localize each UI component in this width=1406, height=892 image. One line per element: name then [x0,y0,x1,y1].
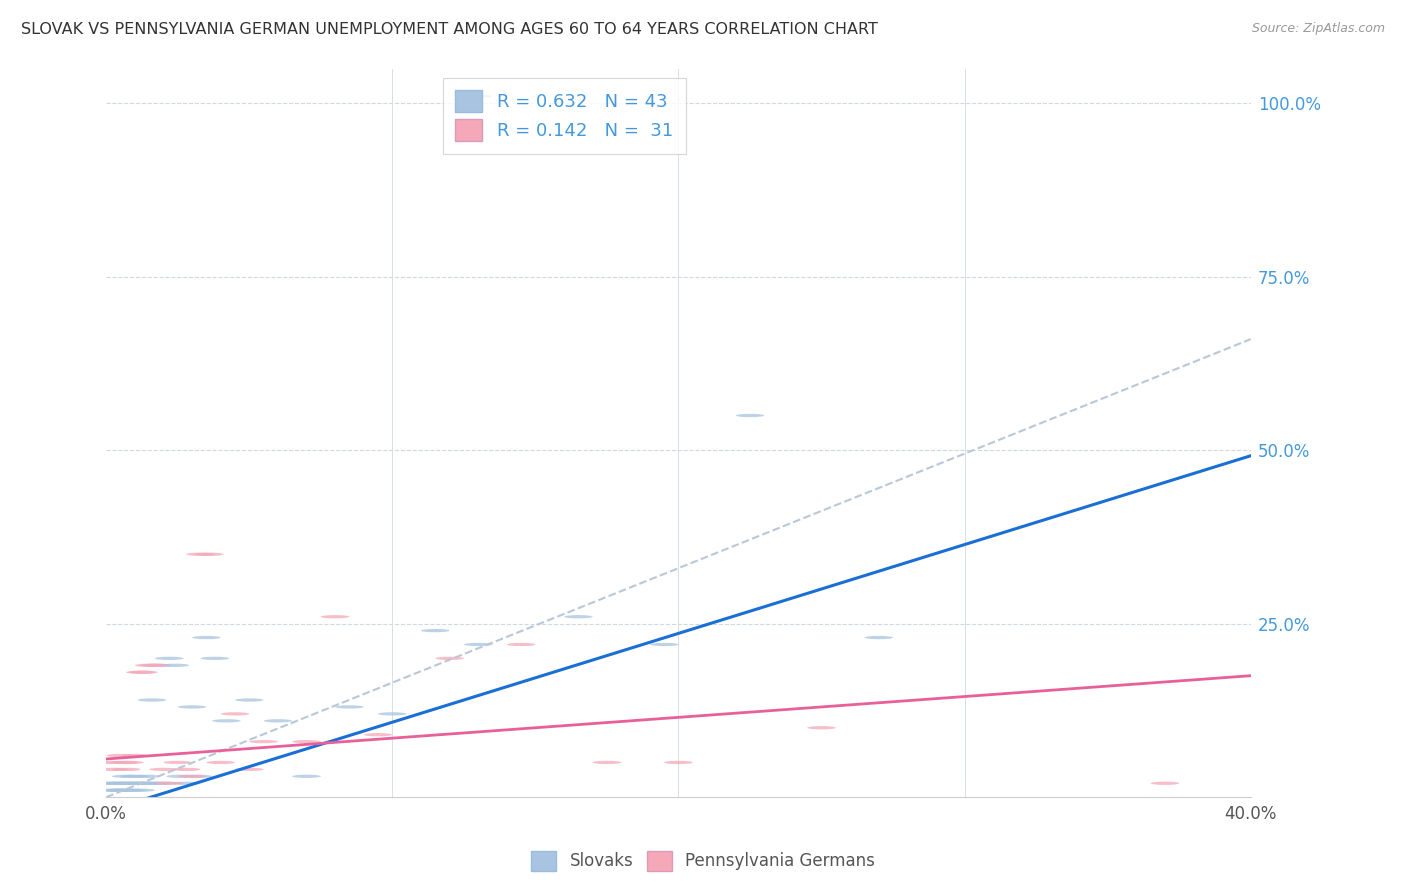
Ellipse shape [335,706,364,708]
Ellipse shape [292,740,321,743]
Ellipse shape [506,643,536,646]
Ellipse shape [110,761,138,764]
Ellipse shape [124,781,152,785]
Ellipse shape [129,781,157,785]
Ellipse shape [94,781,124,785]
Ellipse shape [436,657,464,660]
Ellipse shape [160,664,190,667]
Ellipse shape [593,761,621,764]
Ellipse shape [364,733,392,736]
Ellipse shape [107,754,135,757]
Ellipse shape [201,657,229,660]
Ellipse shape [121,774,149,778]
Ellipse shape [420,629,450,632]
Ellipse shape [378,712,406,715]
Ellipse shape [112,789,141,792]
Ellipse shape [97,789,127,792]
Ellipse shape [115,781,143,785]
Ellipse shape [166,774,195,778]
Ellipse shape [149,768,177,771]
Ellipse shape [464,643,492,646]
Ellipse shape [1150,781,1180,785]
Ellipse shape [138,698,166,702]
Ellipse shape [735,414,765,417]
Ellipse shape [177,774,207,778]
Ellipse shape [143,664,172,667]
Ellipse shape [464,95,492,98]
Ellipse shape [121,754,149,757]
Ellipse shape [235,698,263,702]
Ellipse shape [195,553,224,556]
Ellipse shape [107,781,135,785]
Ellipse shape [127,789,155,792]
Ellipse shape [94,761,124,764]
Ellipse shape [865,636,893,640]
Ellipse shape [135,664,163,667]
Ellipse shape [212,719,240,723]
Ellipse shape [207,761,235,764]
Ellipse shape [184,774,212,778]
Ellipse shape [193,636,221,640]
Ellipse shape [807,726,837,730]
Ellipse shape [135,781,163,785]
Ellipse shape [121,781,149,785]
Ellipse shape [221,712,249,715]
Ellipse shape [263,719,292,723]
Ellipse shape [155,657,184,660]
Text: SLOVAK VS PENNSYLVANIA GERMAN UNEMPLOYMENT AMONG AGES 60 TO 64 YEARS CORRELATION: SLOVAK VS PENNSYLVANIA GERMAN UNEMPLOYME… [21,22,877,37]
Ellipse shape [129,671,157,673]
Ellipse shape [149,781,177,785]
Ellipse shape [172,768,201,771]
Ellipse shape [127,671,155,673]
Ellipse shape [292,774,321,778]
Ellipse shape [321,615,350,618]
Ellipse shape [115,761,143,764]
Ellipse shape [132,774,160,778]
Ellipse shape [112,774,141,778]
Ellipse shape [100,781,129,785]
Ellipse shape [141,664,169,667]
Ellipse shape [177,706,207,708]
Ellipse shape [100,768,129,771]
Ellipse shape [249,740,278,743]
Ellipse shape [664,761,693,764]
Ellipse shape [163,761,193,764]
Ellipse shape [650,643,679,646]
Ellipse shape [118,789,146,792]
Ellipse shape [187,553,215,556]
Ellipse shape [564,615,593,618]
Text: Source: ZipAtlas.com: Source: ZipAtlas.com [1251,22,1385,36]
Legend: Slovaks, Pennsylvania Germans: Slovaks, Pennsylvania Germans [523,842,883,880]
Ellipse shape [110,781,138,785]
Ellipse shape [235,768,263,771]
Ellipse shape [172,781,201,785]
Ellipse shape [141,781,169,785]
Legend: R = 0.632   N = 43, R = 0.142   N =  31: R = 0.632 N = 43, R = 0.142 N = 31 [443,78,686,154]
Ellipse shape [104,789,132,792]
Ellipse shape [155,781,184,785]
Ellipse shape [107,789,135,792]
Ellipse shape [112,768,141,771]
